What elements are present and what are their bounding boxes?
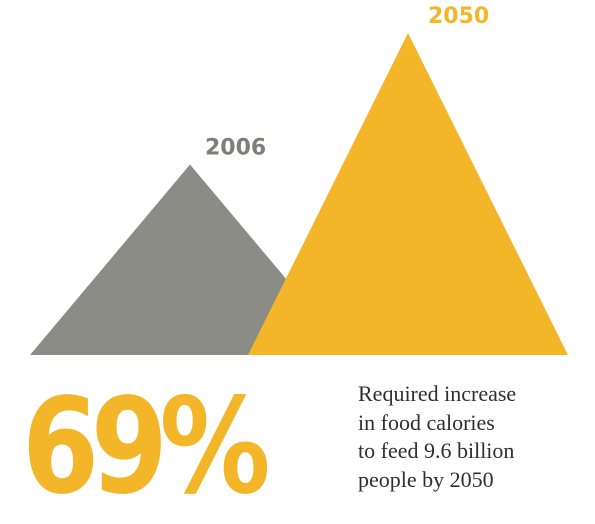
increase-percentage: 69% — [22, 370, 271, 524]
triangle-2050 — [248, 33, 568, 356]
description-line-2: in food calories — [358, 409, 495, 435]
description-line-1: Required increase — [358, 381, 517, 406]
increase-description: Required increase in food calories to fe… — [358, 380, 590, 494]
year-label-2006: 2006 — [205, 136, 266, 161]
description-line-3: to feed 9.6 billion — [358, 438, 515, 463]
description-line-4: people by 2050 — [358, 466, 494, 492]
year-label-2050: 2050 — [428, 4, 489, 29]
triangle-2006 — [30, 164, 350, 355]
